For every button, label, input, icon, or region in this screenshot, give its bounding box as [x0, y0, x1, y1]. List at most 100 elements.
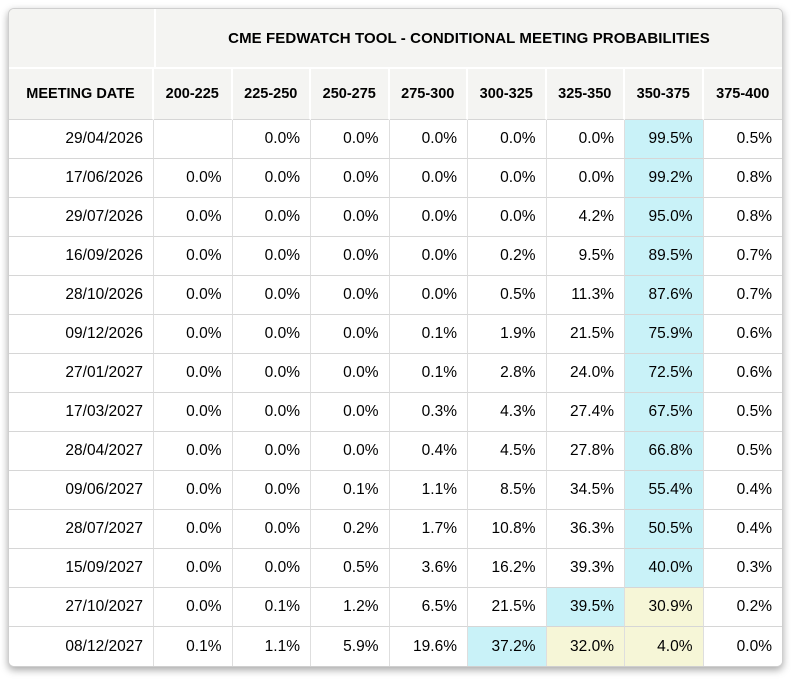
probability-cell: 0.0%	[154, 549, 233, 588]
probability-cell: 66.8%	[625, 432, 704, 471]
probability-cell: 0.0%	[703, 627, 782, 666]
column-header-rate-275-300: 275-300	[389, 69, 468, 120]
probability-cell: 0.0%	[154, 159, 233, 198]
probability-cell: 0.1%	[311, 471, 390, 510]
meeting-date-cell: 28/04/2027	[9, 432, 154, 471]
probability-cell: 4.3%	[468, 393, 547, 432]
probability-cell: 99.5%	[625, 120, 704, 159]
probability-cell: 34.5%	[546, 471, 625, 510]
meeting-date-cell: 16/09/2026	[9, 237, 154, 276]
fedwatch-table-card: CME FEDWATCH TOOL - CONDITIONAL MEETING …	[8, 8, 783, 667]
probability-cell: 0.4%	[703, 471, 782, 510]
probability-cell: 0.0%	[154, 393, 233, 432]
title-row: CME FEDWATCH TOOL - CONDITIONAL MEETING …	[9, 9, 782, 69]
probability-cell: 0.0%	[546, 120, 625, 159]
column-header-meeting-date: MEETING DATE	[9, 69, 154, 120]
probability-cell: 0.3%	[703, 549, 782, 588]
meeting-date-cell: 17/06/2026	[9, 159, 154, 198]
probability-cell: 0.0%	[232, 276, 311, 315]
meeting-date-cell: 27/10/2027	[9, 588, 154, 627]
column-header-rate-350-375: 350-375	[625, 69, 704, 120]
probability-cell: 0.0%	[154, 471, 233, 510]
table-row: 17/03/2027 0.0% 0.0% 0.0% 0.3% 4.3% 27.4% 67.5…	[9, 393, 782, 432]
probability-cell: 39.3%	[546, 549, 625, 588]
meeting-date-cell: 29/07/2026	[9, 198, 154, 237]
probability-cell: 0.0%	[232, 237, 311, 276]
probability-cell: 0.0%	[311, 393, 390, 432]
probability-cell: 24.0%	[546, 354, 625, 393]
probability-cell: 0.0%	[154, 198, 233, 237]
probability-cell: 0.1%	[154, 627, 233, 666]
probability-cell: 0.3%	[389, 393, 468, 432]
table-row: 15/09/2027 0.0% 0.0% 0.5% 3.6% 16.2% 39.3% 40.…	[9, 549, 782, 588]
probability-cell: 32.0%	[546, 627, 625, 666]
probability-cell: 0.0%	[232, 393, 311, 432]
probability-cell: 89.5%	[625, 237, 704, 276]
probability-cell: 0.2%	[468, 237, 547, 276]
probability-cell: 99.2%	[625, 159, 704, 198]
probability-cell: 0.0%	[311, 354, 390, 393]
probability-cell: 0.8%	[703, 198, 782, 237]
probability-cell: 6.5%	[389, 588, 468, 627]
probability-cell: 21.5%	[546, 315, 625, 354]
probability-cell: 8.5%	[468, 471, 547, 510]
probability-cell: 19.6%	[389, 627, 468, 666]
meeting-date-cell: 09/06/2027	[9, 471, 154, 510]
probability-cell: 72.5%	[625, 354, 704, 393]
column-header-row: MEETING DATE 200-225 225-250 250-275 275…	[9, 69, 782, 120]
table-row: 16/09/2026 0.0% 0.0% 0.0% 0.0% 0.2% 9.5% 89.5%…	[9, 237, 782, 276]
probability-cell: 0.0%	[389, 276, 468, 315]
meeting-date-cell: 17/03/2027	[9, 393, 154, 432]
probability-cell: 30.9%	[625, 588, 704, 627]
meeting-date-cell: 08/12/2027	[9, 627, 154, 666]
probability-cell: 36.3%	[546, 510, 625, 549]
table-row: 29/04/2026 0.0% 0.0% 0.0% 0.0% 0.0% 99.5% 0.5%	[9, 120, 782, 159]
probability-cell: 0.0%	[389, 237, 468, 276]
table-row: 09/06/2027 0.0% 0.0% 0.1% 1.1% 8.5% 34.5% 55.4…	[9, 471, 782, 510]
probability-cell: 0.0%	[546, 159, 625, 198]
probability-cell: 0.0%	[232, 120, 311, 159]
probability-cell: 2.8%	[468, 354, 547, 393]
probability-cell: 0.5%	[468, 276, 547, 315]
fedwatch-probability-table: CME FEDWATCH TOOL - CONDITIONAL MEETING …	[9, 9, 782, 666]
probability-cell: 0.7%	[703, 237, 782, 276]
probability-cell: 1.9%	[468, 315, 547, 354]
probability-cell: 1.7%	[389, 510, 468, 549]
probability-cell: 0.1%	[389, 315, 468, 354]
probability-cell: 95.0%	[625, 198, 704, 237]
probability-cell: 0.0%	[311, 120, 390, 159]
meeting-date-cell: 28/07/2027	[9, 510, 154, 549]
table-row: 09/12/2026 0.0% 0.0% 0.0% 0.1% 1.9% 21.5% 75.9…	[9, 315, 782, 354]
probability-cell: 1.1%	[232, 627, 311, 666]
probability-cell: 0.5%	[703, 393, 782, 432]
probability-cell: 0.0%	[154, 354, 233, 393]
probability-cell: 0.0%	[154, 237, 233, 276]
probability-cell: 75.9%	[625, 315, 704, 354]
probability-cell: 10.8%	[468, 510, 547, 549]
probability-cell: 11.3%	[546, 276, 625, 315]
probability-cell: 87.6%	[625, 276, 704, 315]
probability-cell: 0.1%	[232, 588, 311, 627]
column-header-rate-225-250: 225-250	[232, 69, 311, 120]
probability-cell: 0.0%	[468, 159, 547, 198]
probability-cell: 0.0%	[232, 471, 311, 510]
probability-cell: 37.2%	[468, 627, 547, 666]
column-header-rate-300-325: 300-325	[468, 69, 547, 120]
probability-cell: 0.0%	[154, 315, 233, 354]
column-header-rate-375-400: 375-400	[703, 69, 782, 120]
corner-cell	[9, 9, 154, 69]
probability-cell: 39.5%	[546, 588, 625, 627]
column-header-rate-250-275: 250-275	[311, 69, 390, 120]
probability-cell: 0.0%	[311, 432, 390, 471]
probability-cell: 0.0%	[232, 549, 311, 588]
probability-cell: 27.4%	[546, 393, 625, 432]
probability-cell: 27.8%	[546, 432, 625, 471]
probability-cell: 67.5%	[625, 393, 704, 432]
probability-cell: 0.0%	[154, 588, 233, 627]
meeting-date-cell: 09/12/2026	[9, 315, 154, 354]
probability-cell: 0.4%	[389, 432, 468, 471]
probability-cell: 1.1%	[389, 471, 468, 510]
probability-cell	[154, 120, 233, 159]
probability-cell: 0.0%	[311, 237, 390, 276]
